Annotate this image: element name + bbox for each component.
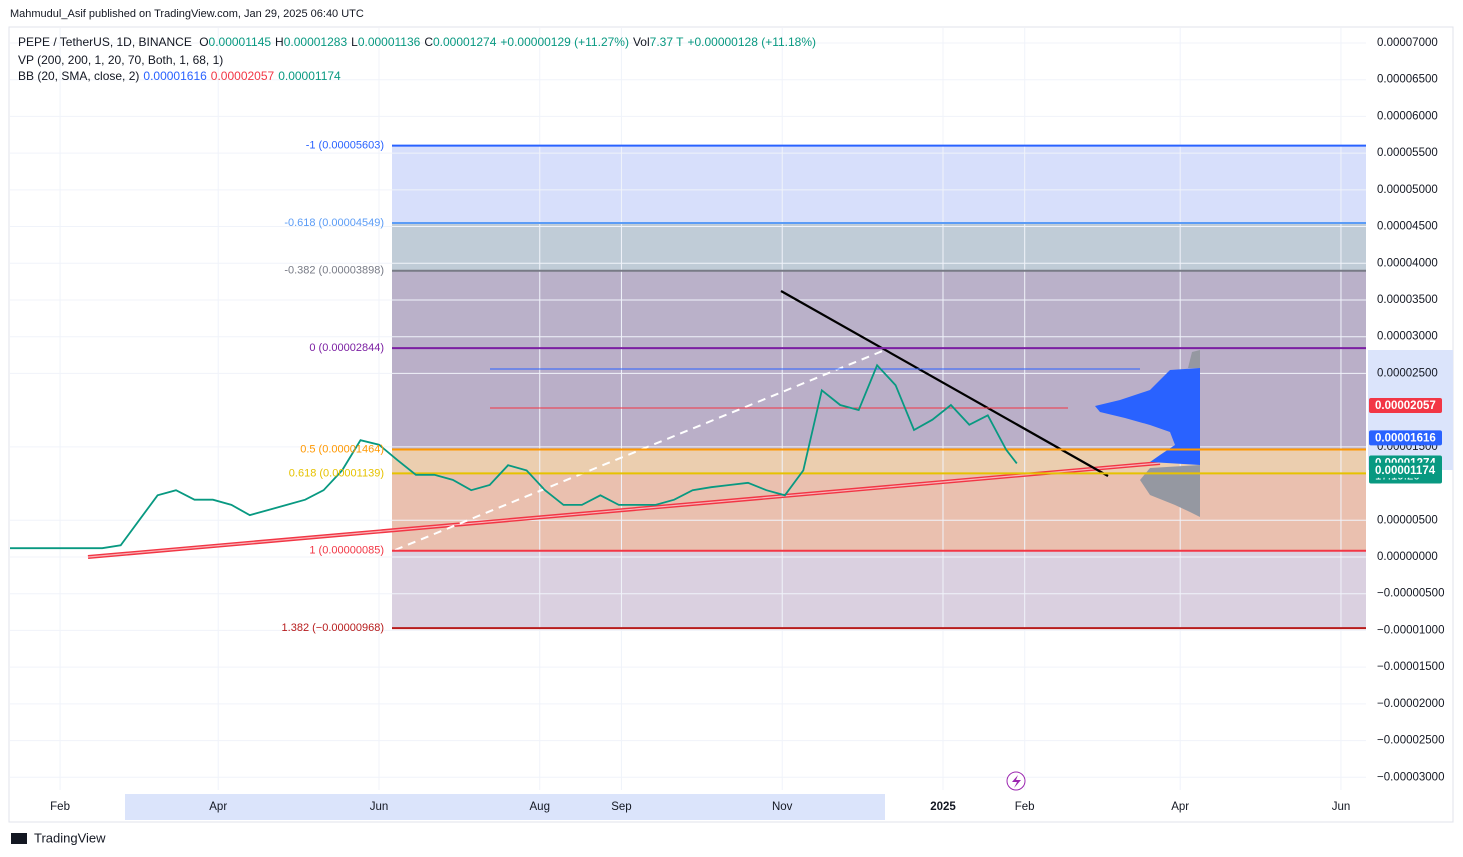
y-tick-label: −0.00001000	[1377, 624, 1444, 636]
x-tick-label: Jun	[370, 801, 389, 813]
publisher: Mahmudul_Asif published on TradingView.c…	[10, 8, 364, 20]
brand: TradingView	[34, 830, 106, 845]
legend-line: PEPE / TetherUS, 1D, BINANCE O0.00001145…	[18, 35, 816, 49]
price-tag-label: 0.00001616	[1375, 432, 1436, 444]
fib-label: 0 (0.00002844)	[309, 342, 384, 354]
fib-zone	[392, 145, 1366, 223]
y-tick-label: 0.00005000	[1377, 184, 1438, 196]
fib-label: -0.618 (0.00004549)	[284, 217, 384, 229]
x-tick-label: Feb	[50, 801, 70, 813]
channel-line-inner	[87, 462, 1161, 558]
y-tick-label: 0.00005500	[1377, 147, 1438, 159]
bb-value: 0.00001616	[143, 69, 207, 83]
x-tick-label: Nov	[772, 801, 793, 813]
x-tick-label: Aug	[530, 801, 550, 813]
dashed-trendline	[394, 349, 886, 551]
fib-label: -1 (0.00005603)	[306, 139, 384, 151]
y-tick-label: 0.00007000	[1377, 37, 1438, 49]
x-tick-label: Apr	[1171, 801, 1189, 813]
x-tick-label: Apr	[209, 801, 227, 813]
x-tick-label: Jun	[1332, 801, 1351, 813]
range-highlight	[125, 794, 885, 820]
vol-change: +0.00000128 (+11.18%)	[687, 35, 817, 49]
change: +0.00000129 (+11.27%)	[500, 35, 629, 49]
price-tag	[1369, 462, 1442, 478]
x-tick-label: Sep	[611, 801, 631, 813]
event-icon-bolt	[1012, 775, 1021, 788]
price-line	[10, 363, 1018, 550]
ohlc-value: 0.00001136	[357, 35, 421, 49]
vp-label: VP (200, 200, 1, 20, 70, Both, 1, 68, 1)	[18, 53, 224, 67]
ohlc-key: O	[199, 35, 209, 49]
fib-label: 0.5 (0.00001464)	[300, 443, 384, 455]
ohlc-key: L	[351, 35, 358, 49]
ohlc-key: C	[424, 35, 433, 49]
fib-zone	[392, 270, 1366, 349]
volume-profile-gray	[1188, 350, 1200, 368]
plot	[10, 144, 1366, 630]
y-tick-label: −0.00002500	[1377, 735, 1444, 747]
bb-label: BB (20, SMA, close, 2)	[18, 69, 140, 83]
y-tick-label: 0.00000500	[1377, 514, 1438, 526]
legend-line: BB (20, SMA, close, 2) 0.00001616 0.000020…	[18, 69, 341, 83]
ohlc-key: H	[275, 35, 284, 49]
volume-profile-gray	[1140, 465, 1200, 517]
fib-zone	[392, 449, 1366, 474]
price-tag-label: 0.00001174	[1375, 465, 1436, 477]
x-tick-label: Feb	[1015, 801, 1035, 813]
fib-label: 1 (0.00000085)	[309, 545, 384, 557]
volume-profile	[1095, 368, 1200, 465]
ohlc-value: 0.00001274	[433, 35, 497, 49]
symbol: PEPE / TetherUS, 1D, BINANCE	[18, 35, 192, 49]
y-tick-label: 0.00004000	[1377, 257, 1438, 269]
y-tick-label: −0.00003000	[1377, 771, 1444, 783]
brand-logo	[11, 833, 27, 844]
vol: 7.37 T	[649, 35, 684, 49]
fib-label: -0.382 (0.00003898)	[284, 265, 384, 277]
fib-zone	[392, 550, 1366, 629]
y-tick-label: 0.00004500	[1377, 221, 1438, 233]
vol-key: Vol	[632, 35, 650, 49]
drawings	[87, 290, 1200, 791]
fib-label: 0.618 (0.00001139)	[289, 467, 384, 479]
y-tick-label: 0.00003500	[1377, 294, 1438, 306]
trendline	[780, 290, 1109, 477]
grid	[10, 28, 1366, 790]
price-tag	[1369, 397, 1442, 413]
y-tick-label: −0.00002000	[1377, 698, 1444, 710]
fib-zones	[392, 145, 1366, 629]
fib-zone	[392, 348, 1366, 450]
fib-label: 1.382 (−0.00000968)	[282, 622, 384, 634]
bb-value: 0.00002057	[210, 69, 275, 83]
y-tick-label: 0.00002500	[1377, 367, 1438, 379]
y-tick-label: −0.00000500	[1377, 588, 1444, 600]
fib-zone	[392, 473, 1366, 551]
x-tick-label: 2025	[930, 801, 956, 813]
price-tag	[1369, 430, 1442, 446]
y-tick-label: 0.00000000	[1377, 551, 1438, 563]
y-tick-label: −0.00001500	[1377, 661, 1444, 673]
legend-line: VP (200, 200, 1, 20, 70, Both, 1, 68, 1)	[18, 53, 223, 67]
bb-value: 0.00001174	[278, 69, 341, 83]
price-tag-label: 0.00002057	[1375, 400, 1436, 412]
y-tick-label: 0.00006000	[1377, 110, 1438, 122]
ohlc-value: 0.00001145	[208, 35, 272, 49]
ohlc-value: 0.00001283	[283, 35, 348, 49]
y-tick-label: 0.00006500	[1377, 74, 1438, 86]
y-tick-label: 0.00003000	[1377, 331, 1438, 343]
